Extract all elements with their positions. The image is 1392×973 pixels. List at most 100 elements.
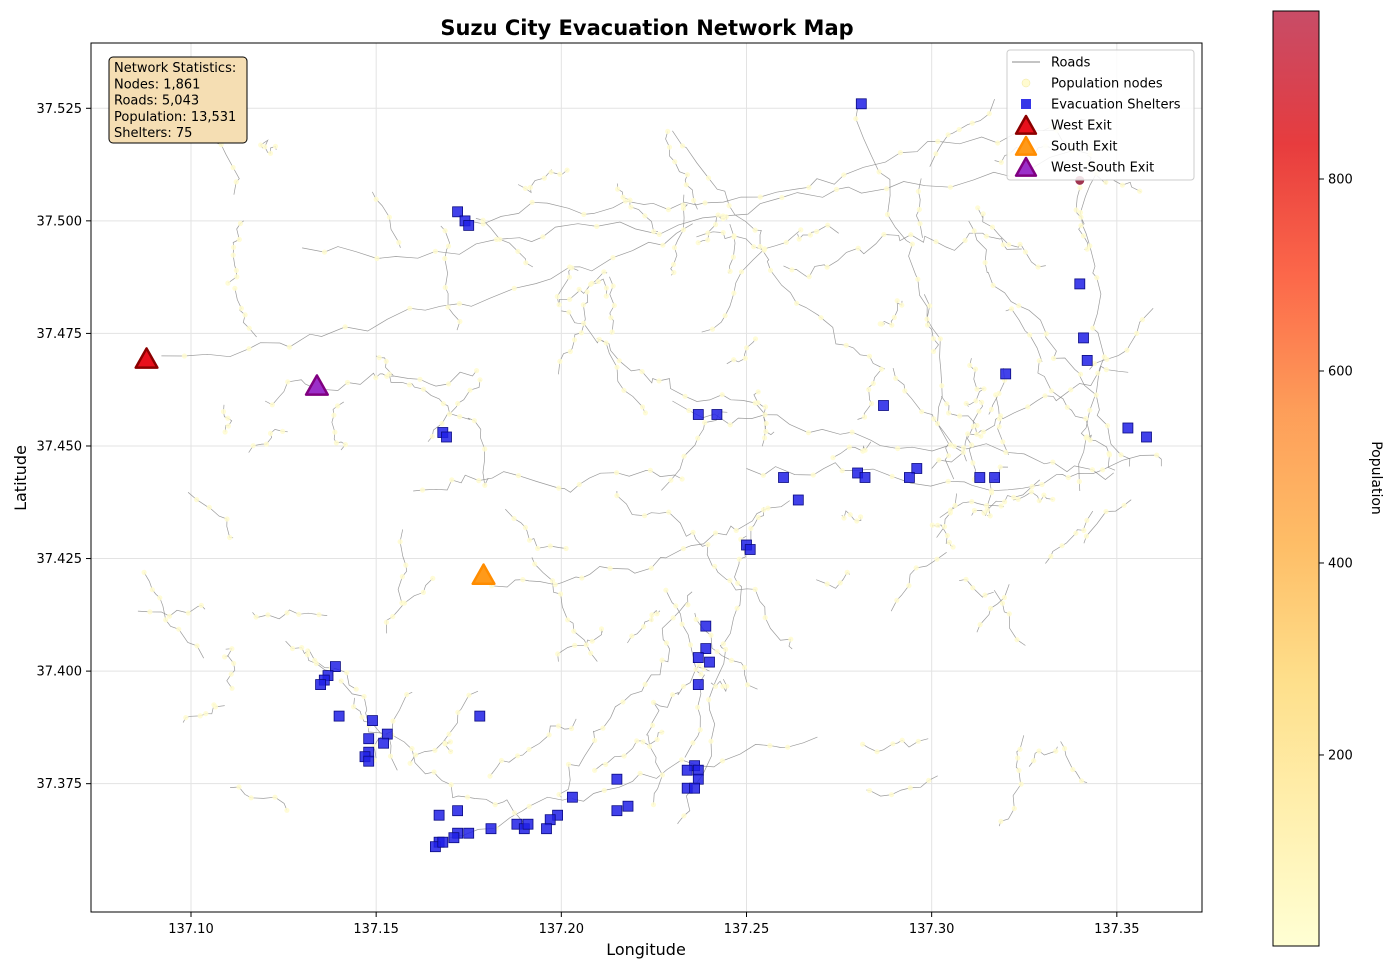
- population-node: [487, 773, 493, 779]
- population-node: [1091, 360, 1098, 367]
- population-node: [946, 539, 953, 546]
- population-node: [579, 575, 585, 581]
- population-node: [466, 692, 472, 698]
- population-node: [944, 401, 950, 407]
- shelter-marker: [878, 400, 889, 411]
- population-node: [555, 723, 562, 729]
- legend-label: Population nodes: [1051, 77, 1163, 92]
- population-node: [659, 772, 666, 778]
- population-node: [1028, 489, 1034, 495]
- population-node: [763, 428, 769, 435]
- population-node: [1039, 481, 1045, 488]
- population-node: [383, 358, 389, 364]
- population-node: [988, 406, 995, 413]
- population-node: [874, 749, 880, 755]
- population-node: [695, 435, 701, 441]
- population-node: [598, 626, 605, 632]
- population-node: [691, 197, 697, 204]
- population-node: [284, 610, 290, 616]
- population-node: [741, 664, 748, 671]
- population-node: [222, 654, 228, 660]
- population-node: [974, 386, 980, 392]
- population-node: [600, 725, 606, 731]
- shelter-marker: [363, 733, 375, 745]
- population-node: [1018, 781, 1024, 787]
- shelter-marker: [611, 773, 623, 785]
- exit-marker: [134, 347, 159, 369]
- shelter-marker: [778, 472, 789, 483]
- population-node: [1073, 207, 1079, 213]
- population-node: [1017, 241, 1023, 247]
- population-node: [937, 336, 943, 342]
- stats-box-frame: [108, 56, 248, 144]
- population-node: [763, 420, 769, 426]
- population-node: [442, 228, 448, 234]
- population-node: [998, 818, 1004, 824]
- population-node: [384, 373, 390, 379]
- legend-triangle-swatch: [1014, 114, 1038, 135]
- shelter-marker: [692, 652, 704, 663]
- y-tick-label: 37.400: [37, 665, 83, 680]
- population-node: [272, 143, 279, 149]
- population-node: [432, 747, 438, 753]
- population-node: [578, 330, 585, 336]
- population-node: [970, 460, 976, 466]
- population-node: [919, 409, 925, 415]
- population-node: [917, 221, 923, 227]
- population-node: [442, 740, 448, 746]
- population-node: [237, 220, 243, 227]
- population-node: [403, 562, 409, 568]
- colorbar-label: Population: [1368, 441, 1384, 515]
- population-node: [728, 657, 735, 664]
- population-node: [984, 503, 990, 509]
- population-node: [565, 761, 572, 767]
- population-node: [668, 477, 674, 483]
- population-node: [757, 194, 763, 200]
- population-node: [888, 792, 895, 798]
- population-node: [915, 188, 922, 194]
- population-node: [1077, 185, 1083, 191]
- population-node: [474, 368, 480, 374]
- population-node: [957, 413, 963, 419]
- population-node: [767, 743, 773, 749]
- population-node: [1083, 533, 1089, 539]
- population-node: [884, 211, 891, 218]
- population-node: [648, 565, 654, 571]
- population-node: [522, 524, 529, 531]
- population-node: [969, 499, 975, 505]
- population-node: [783, 239, 789, 245]
- shelter-marker: [1141, 431, 1152, 443]
- population-node: [576, 286, 582, 292]
- population-node: [996, 424, 1002, 430]
- population-node: [420, 589, 426, 596]
- shelter-marker: [700, 643, 712, 654]
- population-node: [1090, 325, 1096, 331]
- population-node: [806, 274, 812, 280]
- population-node: [767, 267, 774, 273]
- population-node: [338, 678, 344, 684]
- shelter-marker: [1000, 368, 1012, 380]
- population-node: [680, 227, 687, 233]
- x-axis-label: Longitude: [606, 940, 686, 959]
- population-node: [1015, 755, 1021, 761]
- y-tick-label: 37.525: [37, 102, 83, 117]
- population-node: [1106, 452, 1113, 458]
- population-node: [299, 645, 305, 651]
- chart-title: Suzu City Evacuation Network Map: [440, 16, 853, 40]
- population-node: [440, 401, 446, 407]
- population-node: [684, 172, 691, 178]
- population-node: [982, 592, 988, 598]
- population-node: [556, 485, 562, 491]
- population-node: [870, 380, 876, 387]
- shelter-marker: [855, 98, 867, 110]
- population-node: [141, 569, 147, 576]
- population-node: [383, 619, 389, 625]
- population-node: [554, 293, 560, 300]
- population-node: [526, 537, 533, 543]
- population-node: [1081, 527, 1087, 534]
- population-node: [762, 435, 768, 441]
- population-node: [313, 661, 319, 667]
- population-node: [927, 303, 933, 309]
- population-node: [814, 228, 820, 235]
